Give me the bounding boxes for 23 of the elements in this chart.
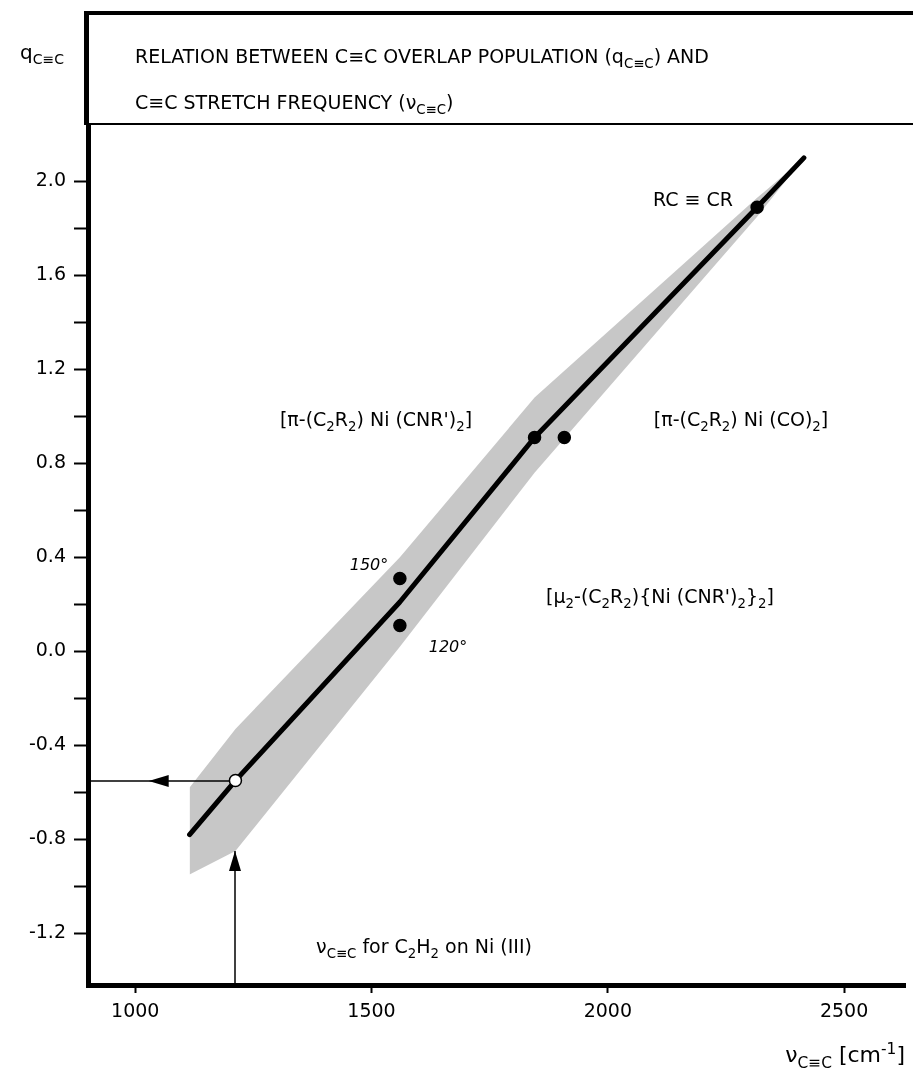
text: [μ$_{2}$-(C$_{2}$R$_{2}$){Ni (CNR')$_{2}$}$_{2}$] xyxy=(546,585,774,611)
annotation: 150° xyxy=(349,554,389,574)
annotation: RC ≡ CR xyxy=(653,188,733,210)
annotation: [π-(C$_{2}$R$_{2}$) Ni (CO)$_{2}$] xyxy=(653,408,829,434)
x-tick-label: 1500 xyxy=(347,999,396,1022)
y-tick-label: 0.4 xyxy=(35,544,66,567)
y-tick-label: -0.4 xyxy=(28,732,66,755)
x-axis-title: ν$_{C≡C}$ [cm$^{-1}$] xyxy=(785,1040,905,1072)
y-tick-label: 1.6 xyxy=(35,262,66,285)
y-axis-title: q$_{C≡C}$ xyxy=(20,40,64,67)
y-tick-label: 0.0 xyxy=(35,638,66,661)
y-tick-label: 2.0 xyxy=(35,168,66,191)
x-tick-label: 2500 xyxy=(819,999,869,1022)
y-tick-label: -0.8 xyxy=(28,826,66,849)
y-tick-label: 1.2 xyxy=(35,356,66,379)
x-tick-label: 1000 xyxy=(111,999,160,1022)
chart-title: RELATION BETWEEN C≡C OVERLAP POPULATION (q$_{C≡C}$) AND C≡C STRETCH FREQUENCY (ν$_{C≡C}$) xyxy=(135,45,709,117)
y-tick-label: -1.2 xyxy=(28,920,66,943)
y-tick-label: 0.8 xyxy=(35,450,66,473)
annotation: [π-(C$_{2}$R$_{2}$) Ni (CNR')$_{2}$] xyxy=(279,408,473,434)
annotation: ν$_{C≡C}$ for C$_{2}$H$_{2}$ on Ni (III) xyxy=(316,935,532,961)
x-tick-label: 2000 xyxy=(583,999,632,1022)
annotation: 120° xyxy=(428,636,468,656)
